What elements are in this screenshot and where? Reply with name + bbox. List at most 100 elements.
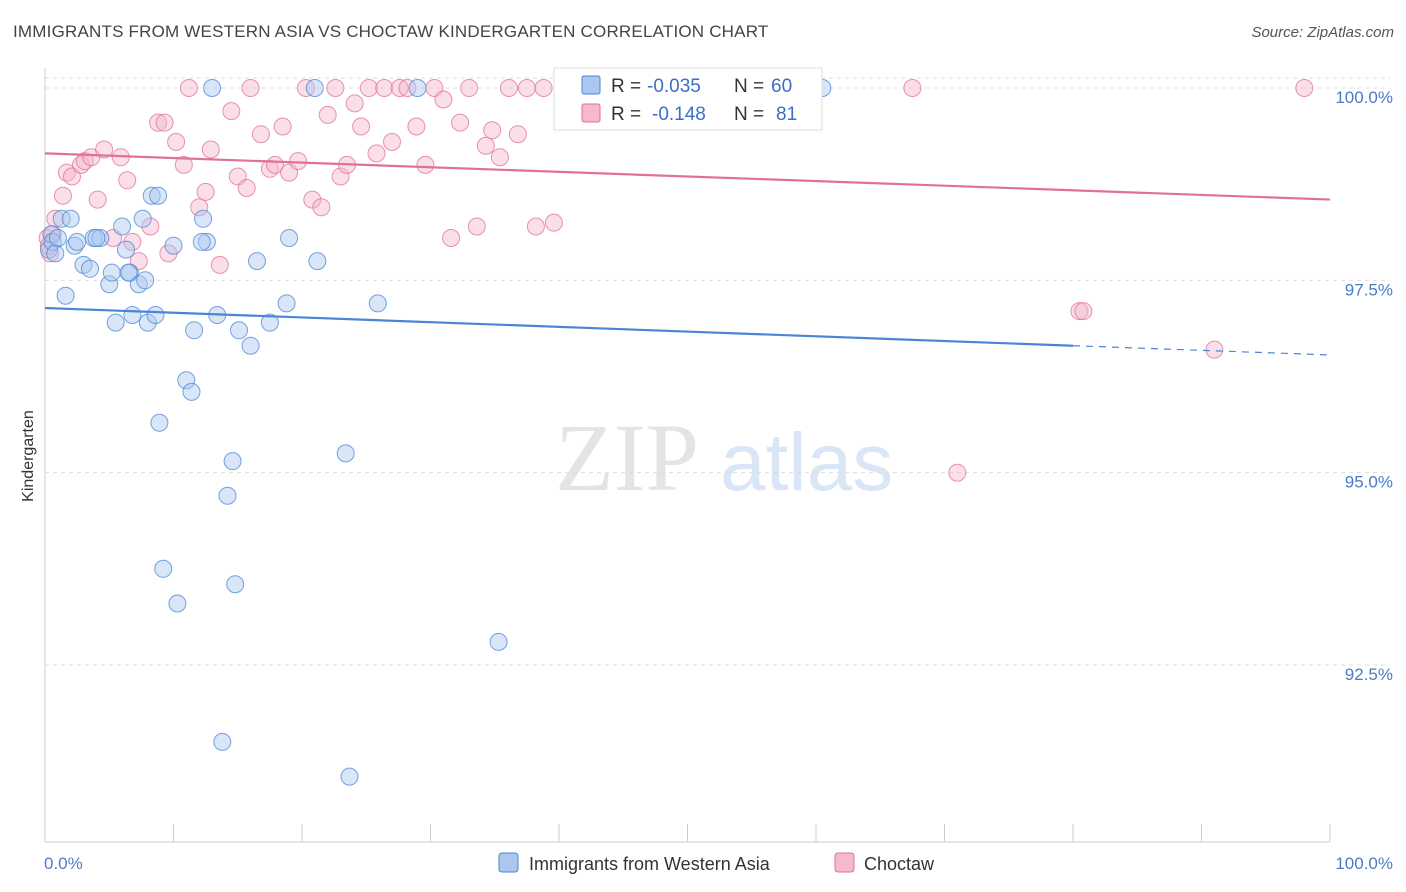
legend-n-value-pink: 81 xyxy=(776,104,797,125)
data-point-western-asia xyxy=(308,252,327,271)
data-point-western-asia xyxy=(138,313,157,332)
data-point-western-asia xyxy=(185,321,204,340)
data-point-choctaw xyxy=(390,79,409,97)
trend-lines xyxy=(44,152,1331,356)
data-point-western-asia xyxy=(182,382,201,401)
data-point-choctaw xyxy=(222,102,241,121)
data-point-choctaw xyxy=(948,463,967,482)
data-point-choctaw xyxy=(476,136,495,155)
data-point-choctaw xyxy=(517,79,536,97)
data-point-choctaw xyxy=(54,186,72,205)
y-tick-label: 97.5% xyxy=(1345,280,1393,299)
data-point-choctaw xyxy=(196,182,215,201)
data-point-choctaw xyxy=(407,117,426,136)
data-point-western-asia xyxy=(177,371,196,390)
data-point-choctaw xyxy=(442,229,461,247)
data-point-choctaw xyxy=(1205,340,1224,359)
data-point-western-asia xyxy=(113,217,132,236)
data-point-western-asia xyxy=(223,452,242,471)
data-point-western-asia xyxy=(489,632,508,651)
data-point-western-asia xyxy=(149,186,168,205)
data-point-choctaw xyxy=(1070,302,1089,321)
legend-r-value-pink: -0.148 xyxy=(652,104,706,125)
data-point-choctaw xyxy=(483,121,502,140)
legend-r-label-pink: R = xyxy=(611,104,641,125)
data-point-choctaw xyxy=(95,140,114,159)
data-point-western-asia xyxy=(230,321,248,340)
data-point-choctaw xyxy=(1295,79,1314,97)
data-point-western-asia xyxy=(248,252,266,271)
data-point-choctaw xyxy=(1074,302,1093,321)
data-point-choctaw xyxy=(179,79,198,97)
data-point-choctaw xyxy=(375,79,394,97)
data-point-choctaw xyxy=(526,217,545,236)
data-point-choctaw xyxy=(467,217,486,236)
data-point-choctaw xyxy=(383,132,401,151)
legend-n-label-pink: N = xyxy=(734,104,764,125)
data-point-choctaw xyxy=(174,155,193,174)
data-point-choctaw xyxy=(167,132,186,151)
data-point-western-asia xyxy=(164,236,183,255)
data-point-choctaw xyxy=(416,155,435,174)
trend-line-choctaw xyxy=(44,152,1331,201)
data-point-western-asia xyxy=(123,306,142,324)
legend-r-value-blue: -0.035 xyxy=(647,76,701,97)
series-legend: Immigrants from Western Asia Choctaw xyxy=(498,852,935,874)
chart-source: Source: ZipAtlas.com xyxy=(1251,24,1394,41)
bottom-legend-label-blue: Immigrants from Western Asia xyxy=(529,854,771,874)
data-point-choctaw xyxy=(352,117,371,136)
data-point-western-asia xyxy=(106,313,125,332)
data-point-choctaw xyxy=(312,198,331,217)
grid-lines xyxy=(45,77,1390,666)
data-point-western-asia xyxy=(277,294,296,313)
data-point-choctaw xyxy=(88,190,107,209)
y-axis-title: Kindergarten xyxy=(20,410,37,502)
data-point-western-asia xyxy=(218,486,237,505)
data-point-western-asia xyxy=(368,294,387,313)
data-point-choctaw xyxy=(508,125,527,144)
data-point-western-asia xyxy=(68,232,87,251)
data-point-western-asia xyxy=(91,229,110,247)
trend-line-western-asia-extension xyxy=(1072,345,1331,356)
data-point-western-asia xyxy=(61,209,80,228)
data-point-choctaw xyxy=(367,144,386,163)
data-point-western-asia xyxy=(194,209,213,228)
data-point-choctaw xyxy=(237,179,256,197)
legend-n-label-blue: N = xyxy=(734,76,764,97)
data-point-choctaw xyxy=(190,198,209,217)
chart-title: IMMIGRANTS FROM WESTERN ASIA VS CHOCTAW … xyxy=(13,22,769,41)
data-point-western-asia xyxy=(260,313,279,332)
data-point-western-asia xyxy=(305,79,324,97)
data-point-western-asia xyxy=(117,240,135,259)
y-tick-label: 92.5% xyxy=(1345,665,1393,684)
data-point-western-asia xyxy=(136,271,155,290)
data-point-western-asia xyxy=(280,229,299,247)
data-point-western-asia xyxy=(408,79,427,97)
legend-r-label-blue: R = xyxy=(611,76,641,97)
data-point-western-asia xyxy=(146,306,165,324)
data-point-choctaw xyxy=(318,105,337,124)
data-point-choctaw xyxy=(359,79,378,97)
data-point-choctaw xyxy=(289,152,308,171)
legend-swatch-blue xyxy=(581,75,601,95)
data-point-choctaw xyxy=(241,79,260,97)
data-point-choctaw xyxy=(398,79,417,97)
data-point-western-asia xyxy=(336,444,355,463)
data-point-western-asia xyxy=(203,79,222,97)
data-point-western-asia xyxy=(81,259,99,278)
data-point-western-asia xyxy=(197,232,216,251)
data-point-choctaw xyxy=(149,113,168,132)
data-point-choctaw xyxy=(903,79,922,97)
data-point-western-asia xyxy=(241,336,260,355)
data-point-choctaw xyxy=(141,217,160,236)
bottom-legend-label-pink: Choctaw xyxy=(864,854,935,874)
data-point-western-asia xyxy=(133,209,152,228)
data-point-choctaw xyxy=(326,79,345,97)
data-point-western-asia xyxy=(119,263,138,282)
data-point-western-asia xyxy=(226,575,245,594)
data-point-western-asia xyxy=(340,767,359,786)
data-point-choctaw xyxy=(46,209,65,228)
data-point-choctaw xyxy=(118,171,137,190)
data-point-western-asia xyxy=(150,413,169,432)
